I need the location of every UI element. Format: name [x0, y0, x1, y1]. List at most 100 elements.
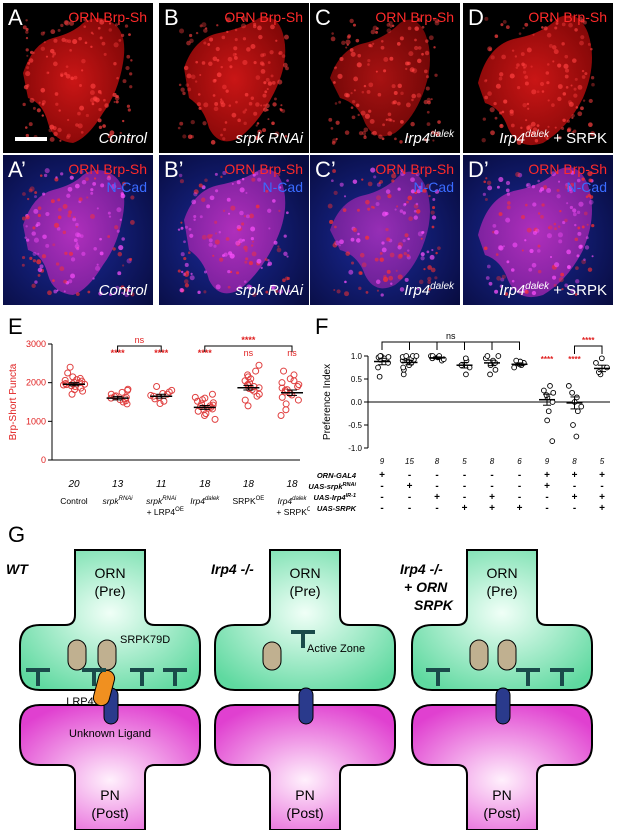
- puncta-dot: [483, 246, 488, 251]
- puncta-dot: [386, 28, 392, 34]
- puncta-dot: [274, 97, 277, 101]
- puncta-dot: [375, 202, 380, 206]
- puncta-dot: [414, 38, 417, 42]
- x-tick-label: SRPKOE: [232, 496, 264, 506]
- puncta-dot: [24, 126, 28, 129]
- data-point: [400, 364, 407, 371]
- puncta-dot: [420, 237, 423, 240]
- puncta-dot: [367, 207, 371, 211]
- puncta-dot: [63, 279, 67, 284]
- puncta-dot: [25, 30, 29, 34]
- puncta-dot: [109, 138, 113, 143]
- puncta-dot: [98, 125, 103, 129]
- puncta-dot: [371, 131, 374, 135]
- puncta-dot: [417, 231, 423, 237]
- puncta-dot: [392, 100, 397, 105]
- stain-label-brp: ORN Brp-Sh: [375, 161, 454, 177]
- puncta-dot: [67, 118, 70, 122]
- active-zone-tbar: [426, 668, 450, 686]
- puncta-dot: [248, 136, 251, 139]
- puncta-dot: [125, 65, 130, 71]
- puncta-dot: [269, 50, 274, 55]
- puncta-dot: [59, 266, 65, 272]
- puncta-dot: [554, 26, 558, 30]
- puncta-dot: [437, 246, 441, 251]
- puncta-dot: [259, 61, 264, 66]
- puncta-dot: [280, 104, 283, 107]
- puncta-dot: [526, 127, 530, 131]
- puncta-dot: [585, 236, 589, 240]
- puncta-dot: [58, 207, 62, 212]
- puncta-dot: [242, 238, 245, 242]
- puncta-dot: [432, 139, 435, 142]
- puncta-dot: [25, 133, 29, 138]
- puncta-dot: [196, 102, 202, 107]
- puncta-dot: [571, 113, 575, 118]
- puncta-dot: [570, 288, 575, 294]
- puncta-dot: [129, 85, 133, 89]
- puncta-dot: [382, 123, 386, 127]
- puncta-dot: [370, 29, 376, 35]
- puncta-dot: [547, 226, 551, 229]
- puncta-dot: [186, 40, 191, 46]
- puncta-dot: [395, 269, 398, 272]
- puncta-dot: [275, 39, 278, 42]
- puncta-dot: [94, 97, 100, 103]
- puncta-dot: [586, 223, 589, 226]
- puncta-dot: [219, 100, 224, 105]
- data-point: [277, 412, 285, 420]
- puncta-dot: [122, 264, 125, 267]
- puncta-dot: [180, 221, 183, 224]
- puncta-dot: [546, 281, 549, 284]
- puncta-dot: [212, 254, 215, 257]
- puncta-dot: [190, 119, 195, 125]
- active-zone-tbar: [550, 668, 574, 686]
- puncta-dot: [489, 107, 495, 113]
- puncta-dot: [126, 54, 131, 59]
- puncta-dot: [333, 190, 338, 195]
- puncta-dot: [524, 289, 529, 294]
- puncta-dot: [560, 272, 565, 277]
- puncta-dot: [591, 224, 595, 228]
- sample-size: 5: [462, 457, 467, 466]
- genotype-sign: -: [408, 470, 411, 481]
- micrograph-image: [328, 17, 441, 145]
- puncta-dot: [278, 50, 283, 55]
- puncta-dot: [56, 226, 61, 231]
- puncta-dot: [418, 279, 424, 285]
- puncta-dot: [96, 263, 99, 266]
- puncta-dot: [383, 275, 387, 279]
- puncta-dot: [107, 211, 111, 215]
- puncta-dot: [437, 120, 441, 124]
- puncta-dot: [34, 195, 38, 199]
- puncta-dot: [496, 275, 502, 281]
- rescue-title-3: SRPK: [414, 597, 454, 613]
- puncta-dot: [410, 121, 415, 127]
- puncta-dot: [511, 49, 515, 52]
- puncta-dot: [74, 232, 80, 238]
- puncta-dot: [350, 92, 353, 95]
- puncta-dot: [570, 182, 575, 187]
- puncta-dot: [130, 195, 135, 200]
- genotype-sign: -: [573, 481, 576, 492]
- data-point: [377, 353, 384, 359]
- puncta-dot: [493, 101, 497, 106]
- puncta-dot: [60, 74, 64, 77]
- genotype-sign: -: [518, 481, 521, 492]
- puncta-dot: [198, 183, 203, 188]
- stain-label-ncad: N-Cad: [106, 179, 147, 195]
- puncta-dot: [501, 110, 505, 114]
- puncta-dot: [357, 113, 360, 117]
- puncta-dot: [368, 43, 372, 48]
- puncta-dot: [375, 70, 378, 73]
- puncta-dot: [75, 225, 78, 228]
- puncta-dot: [487, 185, 493, 191]
- puncta-dot: [504, 135, 507, 138]
- puncta-dot: [221, 254, 225, 258]
- puncta-dot: [182, 272, 186, 276]
- data-point: [255, 361, 263, 369]
- puncta-dot: [506, 192, 511, 196]
- data-point: [194, 397, 202, 405]
- puncta-dot: [329, 219, 334, 225]
